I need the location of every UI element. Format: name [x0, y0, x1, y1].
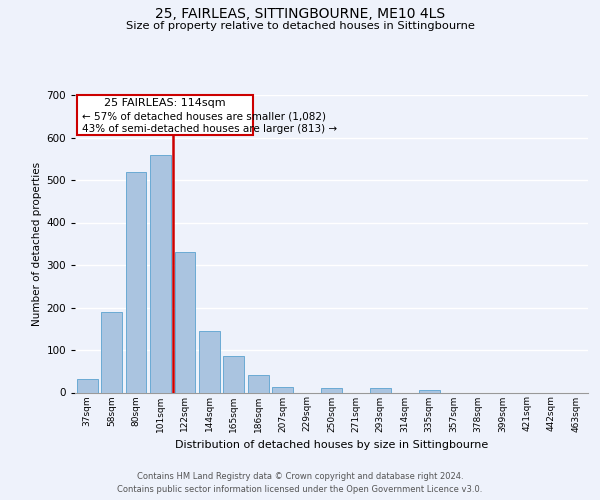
Text: Size of property relative to detached houses in Sittingbourne: Size of property relative to detached ho…	[125, 21, 475, 31]
Bar	[199, 331, 220, 392]
Text: Contains public sector information licensed under the Open Government Licence v3: Contains public sector information licen…	[118, 485, 482, 494]
Bar	[77, 379, 98, 392]
Bar	[223, 356, 244, 393]
Text: 25, FAIRLEAS, SITTINGBOURNE, ME10 4LS: 25, FAIRLEAS, SITTINGBOURNE, ME10 4LS	[155, 8, 445, 22]
Text: 43% of semi-detached houses are larger (813) →: 43% of semi-detached houses are larger (…	[82, 124, 337, 134]
Text: Contains HM Land Registry data © Crown copyright and database right 2024.: Contains HM Land Registry data © Crown c…	[137, 472, 463, 481]
Bar	[248, 374, 269, 392]
Bar	[150, 154, 171, 392]
Bar	[321, 388, 342, 392]
Bar	[370, 388, 391, 392]
Text: 25 FAIRLEAS: 114sqm: 25 FAIRLEAS: 114sqm	[104, 98, 226, 108]
Bar	[125, 172, 146, 392]
Bar	[175, 252, 196, 392]
Bar	[101, 312, 122, 392]
Bar	[272, 387, 293, 392]
X-axis label: Distribution of detached houses by size in Sittingbourne: Distribution of detached houses by size …	[175, 440, 488, 450]
Text: ← 57% of detached houses are smaller (1,082): ← 57% of detached houses are smaller (1,…	[82, 111, 326, 121]
Y-axis label: Number of detached properties: Number of detached properties	[32, 162, 42, 326]
Bar	[419, 390, 440, 392]
